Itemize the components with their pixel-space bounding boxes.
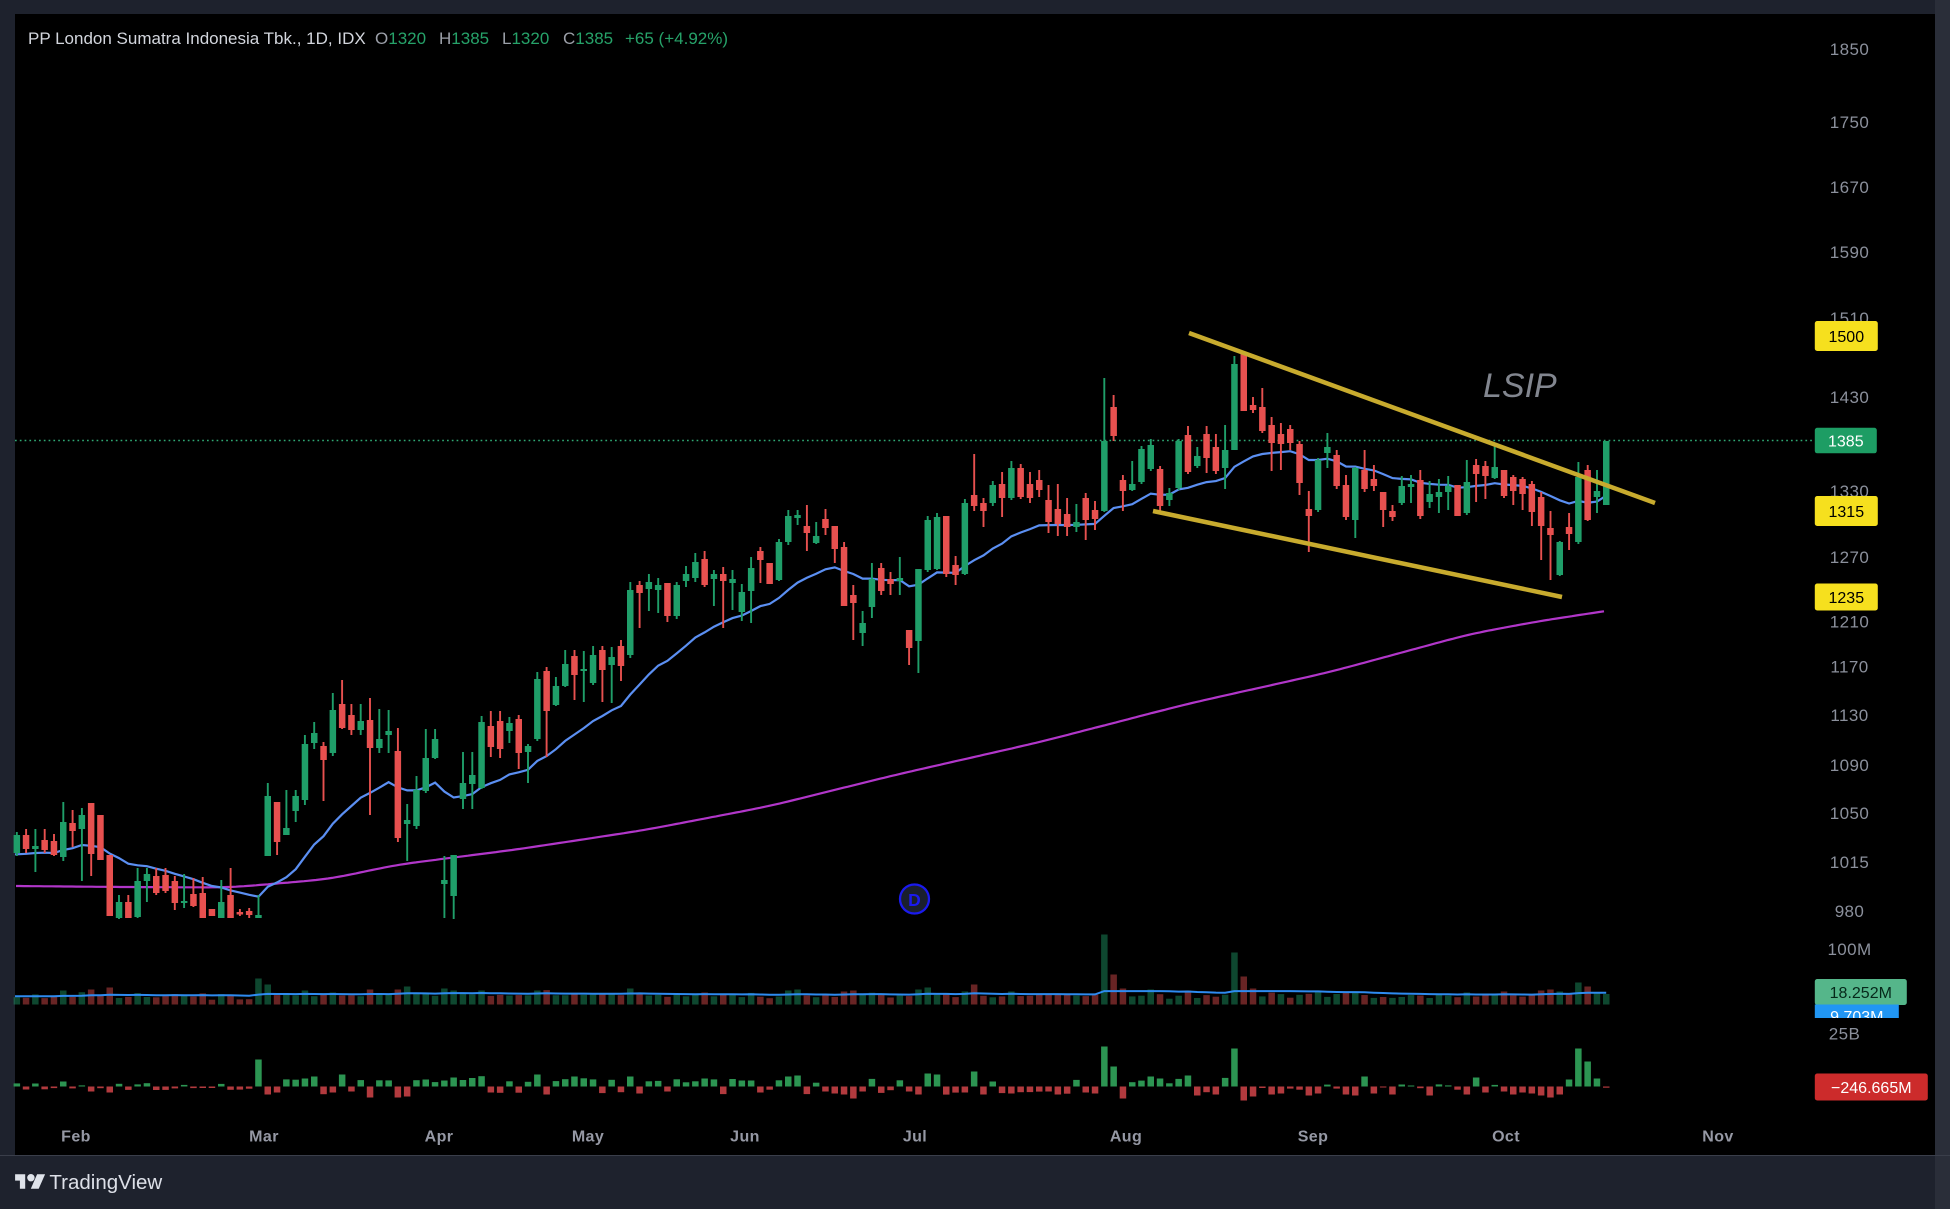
svg-text:TradingView: TradingView — [49, 1171, 162, 1194]
svg-text:Jul: Jul — [903, 1129, 927, 1146]
svg-text:Sep: Sep — [1298, 1129, 1329, 1146]
svg-text:1210: 1210 — [1830, 613, 1869, 632]
svg-text:1750: 1750 — [1830, 113, 1869, 132]
svg-text:1850: 1850 — [1830, 40, 1869, 59]
svg-text:1500: 1500 — [1829, 329, 1865, 346]
svg-text:18.252M: 18.252M — [1830, 985, 1892, 1002]
svg-text:Oct: Oct — [1492, 1129, 1520, 1146]
svg-text:9.703M: 9.703M — [1830, 1009, 1883, 1026]
svg-text:100M: 100M — [1827, 940, 1871, 959]
svg-text:−246.665M: −246.665M — [1831, 1080, 1912, 1097]
svg-text:LSIP: LSIP — [1483, 367, 1557, 405]
svg-text:Jun: Jun — [730, 1129, 760, 1146]
svg-text:D: D — [908, 890, 921, 910]
svg-text:25B: 25B — [1829, 1024, 1860, 1043]
svg-text:1050: 1050 — [1830, 804, 1869, 823]
svg-text:980: 980 — [1835, 902, 1865, 921]
svg-text:1385: 1385 — [1828, 433, 1864, 450]
svg-text:May: May — [572, 1129, 604, 1146]
svg-text:Nov: Nov — [1702, 1129, 1733, 1146]
svg-text:Aug: Aug — [1110, 1129, 1142, 1146]
svg-text:Feb: Feb — [61, 1129, 91, 1146]
svg-text:1670: 1670 — [1830, 178, 1869, 197]
svg-text:1315: 1315 — [1829, 504, 1865, 521]
svg-text:Mar: Mar — [249, 1129, 279, 1146]
svg-text:Apr: Apr — [425, 1129, 454, 1146]
svg-text:1090: 1090 — [1830, 756, 1869, 775]
svg-text:1590: 1590 — [1830, 243, 1869, 262]
svg-text:1170: 1170 — [1830, 658, 1868, 677]
svg-text:1430: 1430 — [1830, 388, 1869, 407]
svg-text:1270: 1270 — [1830, 548, 1869, 567]
svg-text:1130: 1130 — [1830, 706, 1868, 725]
svg-text:1015: 1015 — [1830, 853, 1869, 872]
svg-text:1235: 1235 — [1829, 590, 1865, 607]
